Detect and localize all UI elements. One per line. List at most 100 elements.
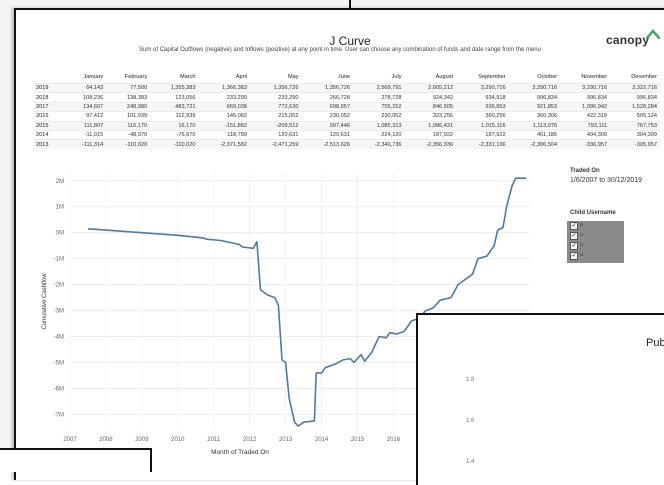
value-cell: 3,290,716 [456,82,509,93]
table-column-header: June [337,73,351,80]
value-cell: -305,957 [610,139,660,149]
value-cell: 1,366,383 [198,82,250,93]
year-cell: 2018 [34,92,65,103]
value-cell: 404,309 [560,129,611,140]
value-cell: 1,356,726 [301,82,354,93]
y-tick-label: -5M [54,361,64,367]
panel-y-tick: 1.4 [466,459,475,465]
value-cell: -2,513,626 [301,139,354,149]
value-cell: 1,528,284 [610,101,660,112]
value-cell: 1,113,076 [508,120,561,131]
value-cell: 118,799 [198,129,250,140]
public-panel-window: Pub 1.8 1.6 1.4 [416,313,664,485]
value-cell: 846,505 [404,101,457,112]
j-curve-table: January February March April May June July Augu… [34,72,660,149]
value-cell: -11,015 [64,129,107,140]
value-cell: 360,306 [508,111,561,122]
x-tick-label: 2015 [351,437,365,443]
value-cell: 138,383 [106,92,151,103]
cumulative-cashflow-line[interactable] [87,177,527,427]
year-cell: 2017 [34,101,65,112]
table-row: 2019 64,143 77,500 1,355,383 1,366,383 1,356,… [34,82,660,93]
table-column-header: March [179,73,196,80]
x-tick-label: 2014 [315,437,329,443]
value-cell: -76,970 [150,129,199,140]
table-row: 2016 97,412 101,939 112,939 145,082 215,052 23… [34,111,660,122]
value-cell: -2,371,582 [198,139,250,149]
value-cell: 233,290 [198,92,250,103]
value-cell: -336,957 [560,139,611,149]
value-cell: 996,834 [610,92,660,103]
value-cell: 1,086,431 [404,120,457,131]
table-column-header: May [287,73,299,80]
value-cell: 230,052 [353,111,405,122]
value-cell: 921,853 [508,101,561,112]
child-username-checkbox[interactable]: ✓ [570,242,578,250]
value-cell: 304,309 [610,129,660,140]
value-cell: 233,290 [250,92,302,103]
year-cell: 2015 [34,120,65,131]
value-cell: 112,939 [150,111,199,122]
canopy-logo: canopy [606,33,650,47]
y-tick-label: -2M [54,283,64,289]
x-tick-label: 2009 [135,437,149,443]
value-cell: -2,331,136 [456,139,509,149]
value-cell: 64,143 [64,82,107,93]
value-cell: 772,630 [250,101,302,112]
y-tick-label: -7M [54,412,64,418]
value-cell: 266,728 [301,92,354,103]
child-username-label: Child Username [570,210,616,216]
value-cell: -2,356,936 [404,139,457,149]
j-curve-chart[interactable]: 2M 1M 0M -1M -2M -3M -4M -5M -6M -7M 2007 2008 2009 2… [34,165,534,465]
traded-on-range[interactable]: 1/6/2007 to 30/12/2019 [570,177,643,184]
table-column-header: December [631,73,657,80]
table-column-header: February [124,73,148,80]
value-cell: 793,111 [560,120,611,131]
year-cell: 2016 [34,111,65,122]
value-cell: 755,152 [353,101,405,112]
table-row: 2014 -11,015 -48,970 -76,970 118,799 120,631 1… [34,129,660,140]
table-row: 2017 134,607 248,980 483,721 669,038 772,630 6… [34,101,660,112]
value-cell: -209,512 [250,120,302,131]
value-cell: 1,356,726 [250,82,302,93]
value-cell: 116,170 [106,120,151,131]
table-column-header: September [478,73,506,80]
value-cell: 422,319 [560,111,611,122]
value-cell: 187,922 [404,129,457,140]
value-cell: 936,853 [456,101,509,112]
table-row: 2015 111,807 116,170 16,170 -151,882 -209,512… [34,120,660,131]
child-username-checkbox[interactable]: ✓ [570,252,578,260]
value-cell: 230,052 [301,111,354,122]
child-username-label-item: u [580,222,583,228]
value-cell: 2,605,212 [404,82,457,93]
value-cell: 16,170 [150,120,199,131]
y-tick-label: -6M [54,386,64,392]
child-username-checkbox[interactable]: ✓ [570,222,578,230]
x-tick-label: 2013 [279,437,293,443]
child-username-checkbox[interactable]: ✓ [570,232,578,240]
canopy-logo-icon [645,29,661,40]
child-username-label-item: u [580,242,583,248]
value-cell: -2,306,504 [508,139,561,149]
y-tick-label: 0M [56,231,64,237]
value-cell: 123,056 [150,92,199,103]
table-body: 2019 64,143 77,500 1,355,383 1,366,383 1,356,… [34,82,660,149]
report-title: J Curve [329,34,371,48]
value-cell: 483,721 [150,101,199,112]
value-cell: 996,834 [560,92,611,103]
value-cell: -110,020 [106,139,151,149]
value-cell: -111,314 [64,139,107,149]
window-edge-marker [349,0,351,8]
table-row: 2013 -111,314 -110,020 -110,020 -2,371,582 -2… [34,139,660,149]
value-cell: 1,015,116 [456,120,509,131]
table-column-header: January [83,73,104,80]
y-tick-label: 2M [56,179,64,185]
x-tick-label: 2012 [243,437,257,443]
table-column-header: November [581,73,608,80]
table-row: 2018 108,236 138,383 123,056 233,290 233,290 2… [34,92,660,103]
value-cell: 3,322,716 [610,82,660,93]
x-tick-label: 2007 [63,437,77,443]
y-tick-label: -3M [54,309,64,315]
value-cell: 3,290,716 [508,82,561,93]
value-cell: 120,631 [250,129,302,140]
